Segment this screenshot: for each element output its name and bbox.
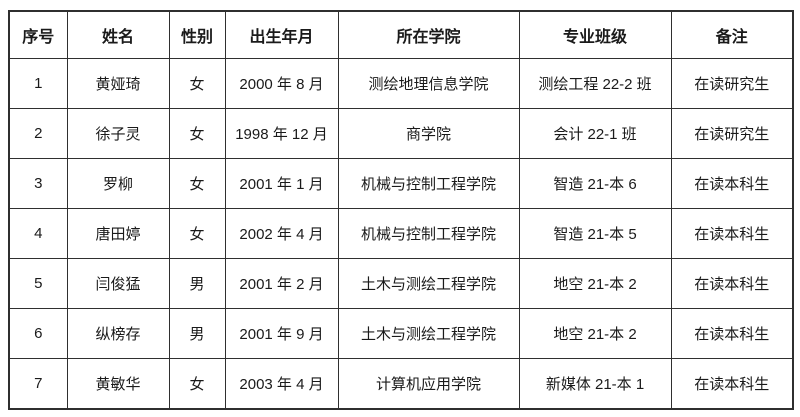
- student-roster-table: 序号 姓名 性别 出生年月 所在学院 专业班级 备注 1 黄娅琦 女 2000 …: [8, 10, 794, 410]
- cell-major-class: 会计 22-1 班: [518, 108, 672, 159]
- cell-major-class: 智造 21-本 5: [518, 208, 672, 259]
- cell-major-class: 地空 21-本 2: [518, 258, 672, 309]
- cell-remark: 在读本科生: [670, 258, 794, 309]
- cell-birth-date: 2001 年 9 月: [224, 308, 339, 359]
- table-row: 1 黄娅琦 女 2000 年 8 月 测绘地理信息学院 测绘工程 22-2 班 …: [8, 58, 794, 109]
- cell-birth-date: 2001 年 1 月: [224, 158, 339, 209]
- cell-college: 计算机应用学院: [337, 358, 520, 410]
- table-row: 3 罗柳 女 2001 年 1 月 机械与控制工程学院 智造 21-本 6 在读…: [8, 158, 794, 209]
- cell-name: 黄敏华: [66, 358, 170, 410]
- header-major-class: 专业班级: [518, 10, 672, 59]
- cell-serial-number: 3: [8, 158, 68, 209]
- cell-gender: 女: [168, 208, 226, 259]
- header-remark: 备注: [670, 10, 794, 59]
- cell-college: 机械与控制工程学院: [337, 158, 520, 209]
- cell-college: 测绘地理信息学院: [337, 58, 520, 109]
- cell-serial-number: 5: [8, 258, 68, 309]
- cell-birth-date: 2001 年 2 月: [224, 258, 339, 309]
- cell-birth-date: 1998 年 12 月: [224, 108, 339, 159]
- cell-serial-number: 1: [8, 58, 68, 109]
- table-header-row: 序号 姓名 性别 出生年月 所在学院 专业班级 备注: [8, 10, 794, 59]
- cell-major-class: 新媒体 21-本 1: [518, 358, 672, 410]
- cell-name: 黄娅琦: [66, 58, 170, 109]
- cell-serial-number: 2: [8, 108, 68, 159]
- header-name: 姓名: [66, 10, 170, 59]
- table-row: 7 黄敏华 女 2003 年 4 月 计算机应用学院 新媒体 21-本 1 在读…: [8, 358, 794, 410]
- cell-remark: 在读本科生: [670, 208, 794, 259]
- cell-gender: 男: [168, 258, 226, 309]
- cell-name: 罗柳: [66, 158, 170, 209]
- cell-remark: 在读本科生: [670, 308, 794, 359]
- cell-birth-date: 2003 年 4 月: [224, 358, 339, 410]
- header-gender: 性别: [168, 10, 226, 59]
- cell-college: 机械与控制工程学院: [337, 208, 520, 259]
- cell-college: 土木与测绘工程学院: [337, 308, 520, 359]
- cell-remark: 在读研究生: [670, 58, 794, 109]
- cell-gender: 女: [168, 358, 226, 410]
- header-birth-date: 出生年月: [224, 10, 339, 59]
- table-row: 5 闫俊猛 男 2001 年 2 月 土木与测绘工程学院 地空 21-本 2 在…: [8, 258, 794, 309]
- cell-name: 徐子灵: [66, 108, 170, 159]
- cell-name: 纵榜存: [66, 308, 170, 359]
- table-row: 6 纵榜存 男 2001 年 9 月 土木与测绘工程学院 地空 21-本 2 在…: [8, 308, 794, 359]
- cell-birth-date: 2000 年 8 月: [224, 58, 339, 109]
- table-row: 4 唐田婷 女 2002 年 4 月 机械与控制工程学院 智造 21-本 5 在…: [8, 208, 794, 259]
- cell-college: 土木与测绘工程学院: [337, 258, 520, 309]
- cell-major-class: 测绘工程 22-2 班: [518, 58, 672, 109]
- cell-college: 商学院: [337, 108, 520, 159]
- cell-gender: 女: [168, 108, 226, 159]
- header-serial-number: 序号: [8, 10, 68, 59]
- header-college: 所在学院: [337, 10, 520, 59]
- cell-major-class: 地空 21-本 2: [518, 308, 672, 359]
- cell-remark: 在读研究生: [670, 108, 794, 159]
- cell-serial-number: 6: [8, 308, 68, 359]
- cell-remark: 在读本科生: [670, 358, 794, 410]
- cell-remark: 在读本科生: [670, 158, 794, 209]
- cell-gender: 男: [168, 308, 226, 359]
- cell-major-class: 智造 21-本 6: [518, 158, 672, 209]
- cell-birth-date: 2002 年 4 月: [224, 208, 339, 259]
- cell-gender: 女: [168, 158, 226, 209]
- cell-serial-number: 7: [8, 358, 68, 410]
- cell-name: 闫俊猛: [66, 258, 170, 309]
- cell-gender: 女: [168, 58, 226, 109]
- cell-name: 唐田婷: [66, 208, 170, 259]
- cell-serial-number: 4: [8, 208, 68, 259]
- table-row: 2 徐子灵 女 1998 年 12 月 商学院 会计 22-1 班 在读研究生: [8, 108, 794, 159]
